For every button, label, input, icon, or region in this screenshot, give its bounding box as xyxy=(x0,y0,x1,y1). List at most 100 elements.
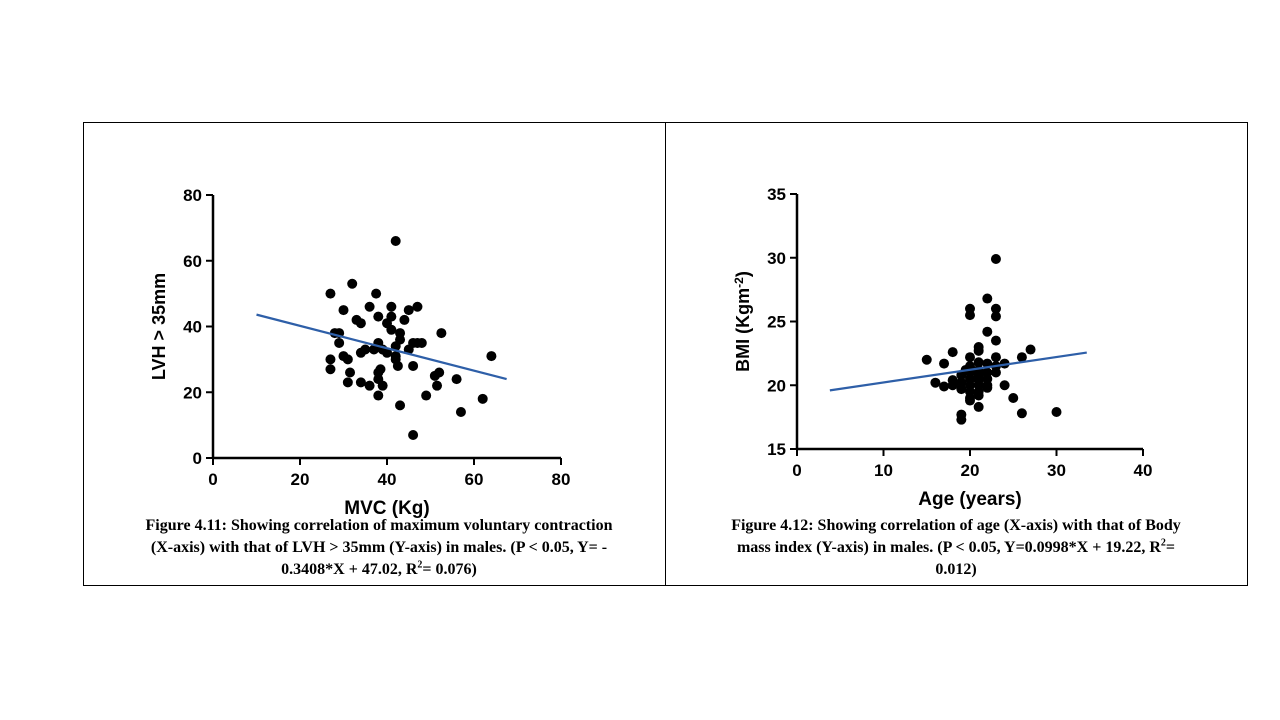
data-point xyxy=(956,414,967,425)
data-point xyxy=(373,311,384,322)
data-point xyxy=(990,367,1001,378)
data-point xyxy=(338,305,349,316)
y-tick-label: 0 xyxy=(193,449,202,468)
x-axis-label: Age (years) xyxy=(918,489,1022,510)
data-point xyxy=(360,344,371,355)
data-point xyxy=(377,380,388,391)
data-point xyxy=(364,380,375,391)
data-point xyxy=(990,352,1001,363)
data-point xyxy=(947,380,958,391)
y-tick-label: 40 xyxy=(183,318,202,337)
data-point xyxy=(355,377,366,388)
data-point xyxy=(1008,393,1019,403)
data-point xyxy=(990,303,1001,314)
y-tick-label: 35 xyxy=(767,185,786,204)
data-point xyxy=(421,390,432,401)
data-point xyxy=(973,357,984,368)
x-tick-label: 40 xyxy=(378,470,397,489)
x-tick-label: 40 xyxy=(1134,461,1153,480)
data-point xyxy=(965,310,975,321)
data-point xyxy=(486,351,497,362)
x-tick-label: 0 xyxy=(792,461,801,480)
data-point xyxy=(334,337,345,348)
data-point xyxy=(999,380,1010,391)
data-point xyxy=(347,278,358,289)
data-point xyxy=(990,335,1001,346)
regression-line xyxy=(256,313,507,381)
data-point xyxy=(371,288,382,299)
data-point xyxy=(408,360,419,371)
data-point xyxy=(973,345,984,356)
data-point xyxy=(947,347,958,358)
y-axis-label: BMI (Kgm-2) xyxy=(732,271,753,372)
data-point xyxy=(390,236,401,247)
data-point xyxy=(973,401,984,412)
data-point xyxy=(416,337,427,348)
data-point xyxy=(1025,344,1036,355)
y-axis-label-superscript: -2 xyxy=(732,277,746,288)
data-point xyxy=(1016,408,1027,419)
y-axis-label-text: BMI (Kgm xyxy=(733,288,753,372)
data-point xyxy=(412,301,423,312)
data-point xyxy=(375,364,386,375)
data-point xyxy=(939,358,950,369)
data-point xyxy=(982,382,993,393)
x-tick-label: 80 xyxy=(552,470,571,489)
data-point xyxy=(956,384,967,395)
data-point xyxy=(386,311,397,322)
data-point xyxy=(395,334,406,345)
data-point xyxy=(965,352,975,363)
data-point xyxy=(965,395,975,406)
data-point xyxy=(1016,352,1027,363)
y-tick-label: 25 xyxy=(767,313,786,332)
data-point xyxy=(982,326,993,337)
x-tick-label: 60 xyxy=(465,470,484,489)
data-point xyxy=(930,377,941,388)
data-point xyxy=(990,254,1001,265)
y-axis-label: LVH > 35mm xyxy=(149,273,169,380)
caption-line: 0.3408*X + 47.02, R2= 0.076) xyxy=(281,559,477,578)
data-point xyxy=(364,301,375,312)
data-point xyxy=(342,354,353,365)
figure-caption-4-12: Figure 4.12: Showing correlation of age … xyxy=(676,515,1236,581)
panel-divider xyxy=(665,122,666,586)
caption-line: (X-axis) with that of LVH > 35mm (Y-axis… xyxy=(150,539,608,556)
data-point xyxy=(373,390,384,401)
data-point xyxy=(434,367,445,378)
data-point xyxy=(973,390,984,401)
x-axis-label: MVC (Kg) xyxy=(344,498,429,519)
caption-line: 0.012) xyxy=(935,561,977,578)
data-point xyxy=(939,381,950,392)
data-point xyxy=(325,354,336,365)
data-point xyxy=(390,351,401,362)
data-point xyxy=(477,393,488,404)
data-point xyxy=(342,377,353,388)
data-point xyxy=(408,429,419,440)
data-point xyxy=(325,364,336,375)
x-tick-label: 10 xyxy=(874,461,893,480)
data-point xyxy=(403,305,414,316)
y-tick-label: 20 xyxy=(767,376,786,395)
data-point xyxy=(386,301,397,312)
regression-line xyxy=(829,351,1087,392)
x-tick-label: 0 xyxy=(208,470,217,489)
y-tick-label: 15 xyxy=(767,440,786,459)
caption-line: Figure 4.11: Showing correlation of maxi… xyxy=(145,517,613,534)
data-point xyxy=(386,324,397,335)
data-point xyxy=(325,288,336,299)
data-point xyxy=(1051,407,1062,418)
data-point xyxy=(395,400,406,411)
caption-line: Figure 4.12: Showing correlation of age … xyxy=(731,517,1181,534)
data-point xyxy=(392,360,403,371)
x-tick-label: 20 xyxy=(291,470,310,489)
data-point xyxy=(432,380,443,391)
figure-caption-4-11: Figure 4.11: Showing correlation of maxi… xyxy=(93,515,665,581)
data-point xyxy=(382,347,392,358)
data-point xyxy=(455,406,466,417)
data-point xyxy=(345,367,356,378)
caption-line: mass index (Y-axis) in males. (P < 0.05,… xyxy=(736,537,1176,556)
y-tick-label: 80 xyxy=(183,186,202,205)
data-point xyxy=(921,354,932,365)
